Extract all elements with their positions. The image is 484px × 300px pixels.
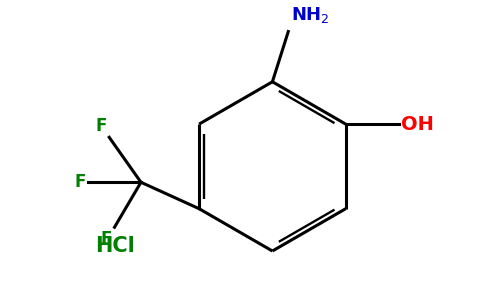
Text: F: F <box>74 173 85 191</box>
Text: NH$_2$: NH$_2$ <box>291 5 330 25</box>
Text: F: F <box>95 117 106 135</box>
Text: OH: OH <box>401 115 434 134</box>
Text: HCl: HCl <box>95 236 135 256</box>
Text: F: F <box>101 230 112 248</box>
